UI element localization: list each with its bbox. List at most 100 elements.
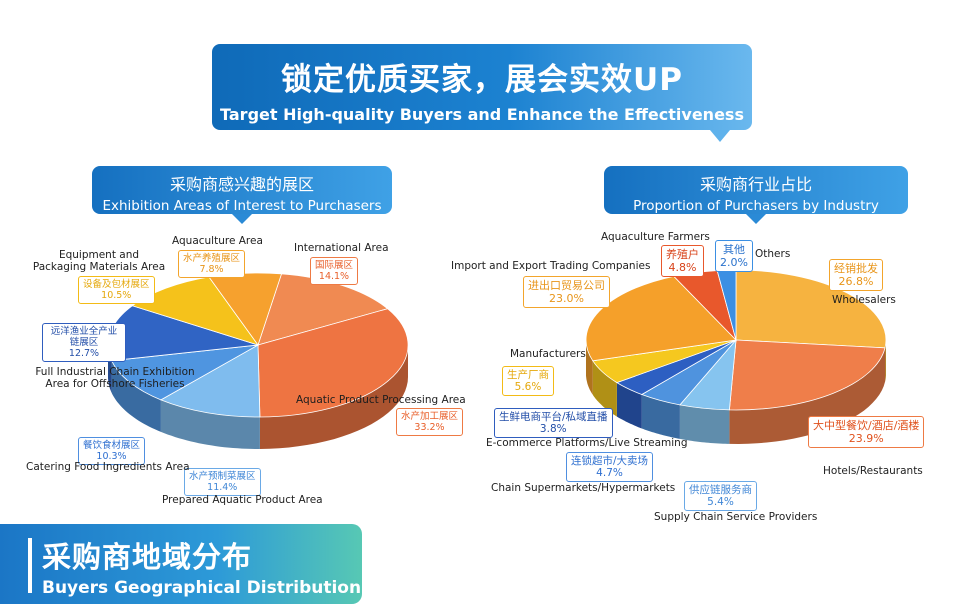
right-title-cn: 采购商行业占比 — [699, 175, 812, 194]
box-value: 26.8% — [838, 275, 874, 288]
box-value: 14.1% — [318, 271, 350, 282]
label-aquaculture-farmers: Aquaculture Farmers — [601, 231, 710, 243]
left-panel-title: 采购商感兴趣的展区 Exhibition Areas of Interest t… — [92, 166, 392, 214]
box-international-area: 国际展区 14.1% — [310, 257, 359, 285]
left-title-en: Exhibition Areas of Interest to Purchase… — [102, 198, 382, 214]
left-pie-slice-3 — [111, 344, 259, 401]
label-aquatic-processing-area: Aquatic Product Processing Area — [296, 394, 466, 406]
box-ecommerce: 生鲜电商平台/私域直播 3.8% — [494, 408, 613, 438]
right-pie-slice-side-3 — [641, 394, 680, 439]
box-value: 4.7% — [596, 467, 623, 479]
box-value: 2.0% — [720, 256, 748, 269]
box-hotels-restaurants: 大中型餐饮/酒店/酒楼 23.9% — [808, 416, 925, 448]
header-banner: 锁定优质买家，展会实效UP Target High-quality Buyers… — [212, 44, 752, 130]
label-supply-chain: Supply Chain Service Providers — [654, 511, 818, 523]
box-value: 4.8% — [668, 261, 697, 274]
right-pie-slice-side-5 — [592, 360, 617, 417]
box-catering-area: 餐饮食材展区 10.3% — [78, 437, 146, 465]
right-pie-slice-0 — [735, 269, 887, 349]
label-equipment-area: Equipment and Packaging Materials Area — [32, 249, 166, 273]
geographic-distribution-banner: 采购商地域分布 Buyers Geographical Distribution — [0, 524, 362, 604]
footer-title-cn: 采购商地域分布 — [42, 540, 253, 574]
box-label-cn: 水产预制菜展区 — [189, 471, 256, 482]
label-text: Full Industrial Chain Exhibition Area fo… — [35, 366, 195, 390]
box-value: 3.8% — [539, 423, 567, 435]
box-prepared-aquatic-area: 水产预制菜展区 11.4% — [184, 468, 261, 496]
box-label-cn: 养殖户 — [666, 248, 699, 261]
box-label-cn: 水产加工展区 — [401, 411, 459, 422]
box-aquaculture-area: 水产养殖展区 7.8% — [178, 250, 246, 278]
box-label-cn: 连锁超市/大卖场 — [571, 455, 649, 467]
box-chain-supermarkets: 连锁超市/大卖场 4.7% — [566, 452, 654, 482]
label-others: Others — [755, 248, 791, 260]
label-import-export: Import and Export Trading Companies — [451, 260, 651, 272]
right-pie-slice-side-6 — [586, 340, 593, 395]
box-offshore-fisheries-area: 远洋渔业全产业链展区 12.7% — [42, 323, 126, 362]
header-title-en: Target High-quality Buyers and Enhance t… — [220, 105, 744, 124]
box-label-cn: 其他 — [722, 243, 745, 256]
box-value: 10.3% — [96, 451, 127, 462]
box-value: 7.8% — [199, 264, 224, 275]
left-pie-slice-0 — [257, 273, 389, 346]
left-pie-slice-2 — [159, 344, 261, 418]
left-pie-slice-side-3 — [111, 360, 161, 432]
box-label-cn: 水产养殖展区 — [183, 253, 241, 264]
left-pie-slice-side-2 — [160, 399, 260, 449]
left-pie-slice-side-1 — [259, 345, 408, 449]
left-pie-slice-1 — [257, 308, 409, 418]
label-catering-area: Catering Food Ingredients Area — [26, 461, 190, 473]
box-value: 5.4% — [707, 496, 734, 508]
label-chain-supermarkets: Chain Supermarkets/Hypermarkets — [491, 482, 676, 494]
box-label-cn: 餐饮食材展区 — [83, 440, 141, 451]
box-label-cn: 生鲜电商平台/私域直播 — [499, 411, 608, 423]
right-pie-slice-side-0 — [885, 340, 886, 382]
box-label-cn: 大中型餐饮/酒店/酒楼 — [813, 419, 920, 432]
box-label-cn: 生产厂商 — [507, 369, 549, 381]
right-pie-slice-1 — [728, 339, 886, 411]
label-wholesalers: Wholesalers — [832, 294, 896, 306]
box-label-cn: 国际展区 — [315, 260, 354, 271]
box-supply-chain: 供应链服务商 5.4% — [684, 481, 757, 511]
box-value: 33.2% — [414, 422, 445, 433]
header-title-cn: 锁定优质买家，展会实效UP — [281, 62, 683, 98]
label-hotels-restaurants: Hotels/Restaurants — [823, 465, 923, 477]
right-panel-title: 采购商行业占比 Proportion of Purchasers by Indu… — [604, 166, 908, 214]
right-title-en: Proportion of Purchasers by Industry — [633, 198, 879, 214]
box-value: 5.6% — [514, 381, 542, 393]
box-others: 其他 2.0% — [715, 240, 753, 272]
right-pie-slice-side-2 — [679, 404, 730, 444]
left-title-cn: 采购商感兴趣的展区 — [169, 175, 314, 194]
label-prepared-aquatic-area: Prepared Aquatic Product Area — [162, 494, 323, 506]
box-label-cn: 进出口贸易公司 — [528, 279, 605, 292]
footer-title-en: Buyers Geographical Distribution — [42, 578, 362, 598]
label-ecommerce: E-commerce Platforms/Live Streaming — [486, 437, 688, 449]
box-label-cn: 经销批发 — [834, 262, 878, 275]
label-manufacturers: Manufacturers — [510, 348, 586, 360]
box-aquaculture-farmers: 养殖户 4.8% — [661, 245, 704, 277]
right-pie-slice-6 — [585, 275, 737, 362]
accent-bar — [28, 538, 32, 593]
label-international-area: International Area — [294, 242, 389, 254]
box-label-cn: 远洋渔业全产业链展区 — [50, 326, 118, 348]
box-value: 23.9% — [848, 432, 884, 445]
box-label-cn: 设备及包材展区 — [83, 279, 150, 290]
box-value: 23.0% — [549, 292, 584, 305]
box-label-cn: 供应链服务商 — [689, 484, 752, 496]
box-import-export: 进出口贸易公司 23.0% — [523, 276, 610, 308]
right-pie-slice-side-4 — [616, 382, 642, 429]
right-title-tail — [746, 214, 766, 224]
box-aquatic-processing-area: 水产加工展区 33.2% — [396, 408, 464, 436]
box-wholesalers: 经销批发 26.8% — [829, 259, 883, 291]
box-value: 12.7% — [68, 348, 100, 359]
label-offshore-fisheries-area: Full Industrial Chain Exhibition Area fo… — [30, 366, 200, 390]
header-banner-tail — [710, 130, 730, 142]
box-value: 11.4% — [207, 482, 238, 493]
box-equipment-area: 设备及包材展区 10.5% — [78, 276, 155, 304]
label-text: Equipment and Packaging Materials Area — [32, 249, 166, 273]
label-aquaculture-area: Aquaculture Area — [172, 235, 263, 247]
box-manufacturers: 生产厂商 5.6% — [502, 366, 554, 396]
box-value: 10.5% — [101, 290, 132, 301]
left-title-tail — [232, 214, 252, 224]
